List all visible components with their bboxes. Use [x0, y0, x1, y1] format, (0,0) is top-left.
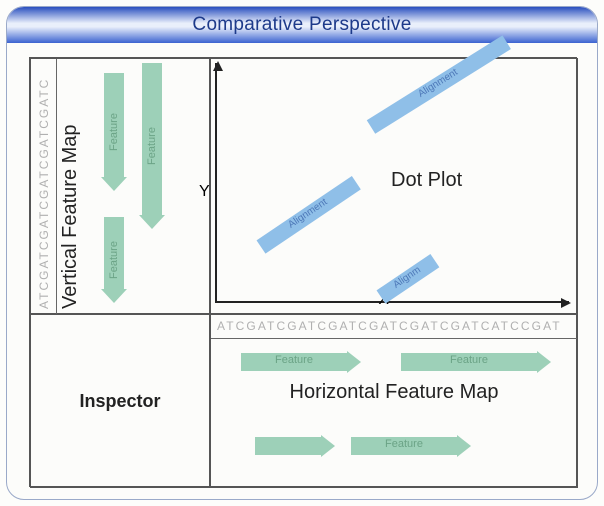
inspector-panel: Inspector	[30, 314, 210, 488]
vertical-sequence-text: ATCGATCGATCGATCGATCGATC	[37, 78, 51, 309]
vertical-feature-map-label: Vertical Feature Map	[59, 124, 82, 309]
inspector-label: Inspector	[31, 315, 209, 487]
horizontal-feature-arrow	[255, 435, 335, 457]
x-axis: X	[215, 301, 569, 303]
vertical-feature-arrow: Feature	[101, 73, 127, 191]
y-axis-arrow-icon	[213, 61, 223, 71]
title-bar: Comparative Perspective	[7, 7, 597, 43]
vertical-sequence-column: ATCGATCGATCGATCGATCGATC	[37, 59, 57, 315]
horizontal-feature-map-panel: ATCGATCGATCGATCGATCGATCGATCATCCGAT Horiz…	[210, 314, 578, 488]
y-axis-label: Y	[199, 183, 210, 201]
vertical-feature-map-panel: ATCGATCGATCGATCGATCGATC Vertical Feature…	[30, 58, 210, 314]
horizontal-feature-map-label: Horizontal Feature Map	[211, 381, 577, 404]
y-axis: Y	[215, 63, 217, 303]
app-frame: Comparative Perspective ATCGATCGATCGATCG…	[6, 6, 598, 500]
horizontal-feature-arrow: Feature	[351, 435, 471, 457]
alignment-segment: Alignment	[257, 176, 361, 254]
alignment-segment: Alignm	[377, 254, 440, 304]
dot-plot-panel: Y X Dot Plot AlignmentAlignmentAlignm	[210, 58, 578, 314]
horizontal-sequence-text: ATCGATCGATCGATCGATCGATCGATCATCCGAT	[211, 319, 577, 339]
horizontal-feature-arrow: Feature	[401, 351, 551, 373]
vertical-feature-arrow: Feature	[101, 217, 127, 303]
dot-plot-label: Dot Plot	[391, 169, 462, 192]
x-axis-arrow-icon	[561, 298, 571, 308]
layout-grid: ATCGATCGATCGATCGATCGATC Vertical Feature…	[29, 57, 577, 487]
alignment-segment: Alignment	[367, 35, 511, 133]
horizontal-feature-arrow: Feature	[241, 351, 361, 373]
vertical-feature-arrow: Feature	[139, 63, 165, 229]
title-text: Comparative Perspective	[192, 14, 411, 35]
